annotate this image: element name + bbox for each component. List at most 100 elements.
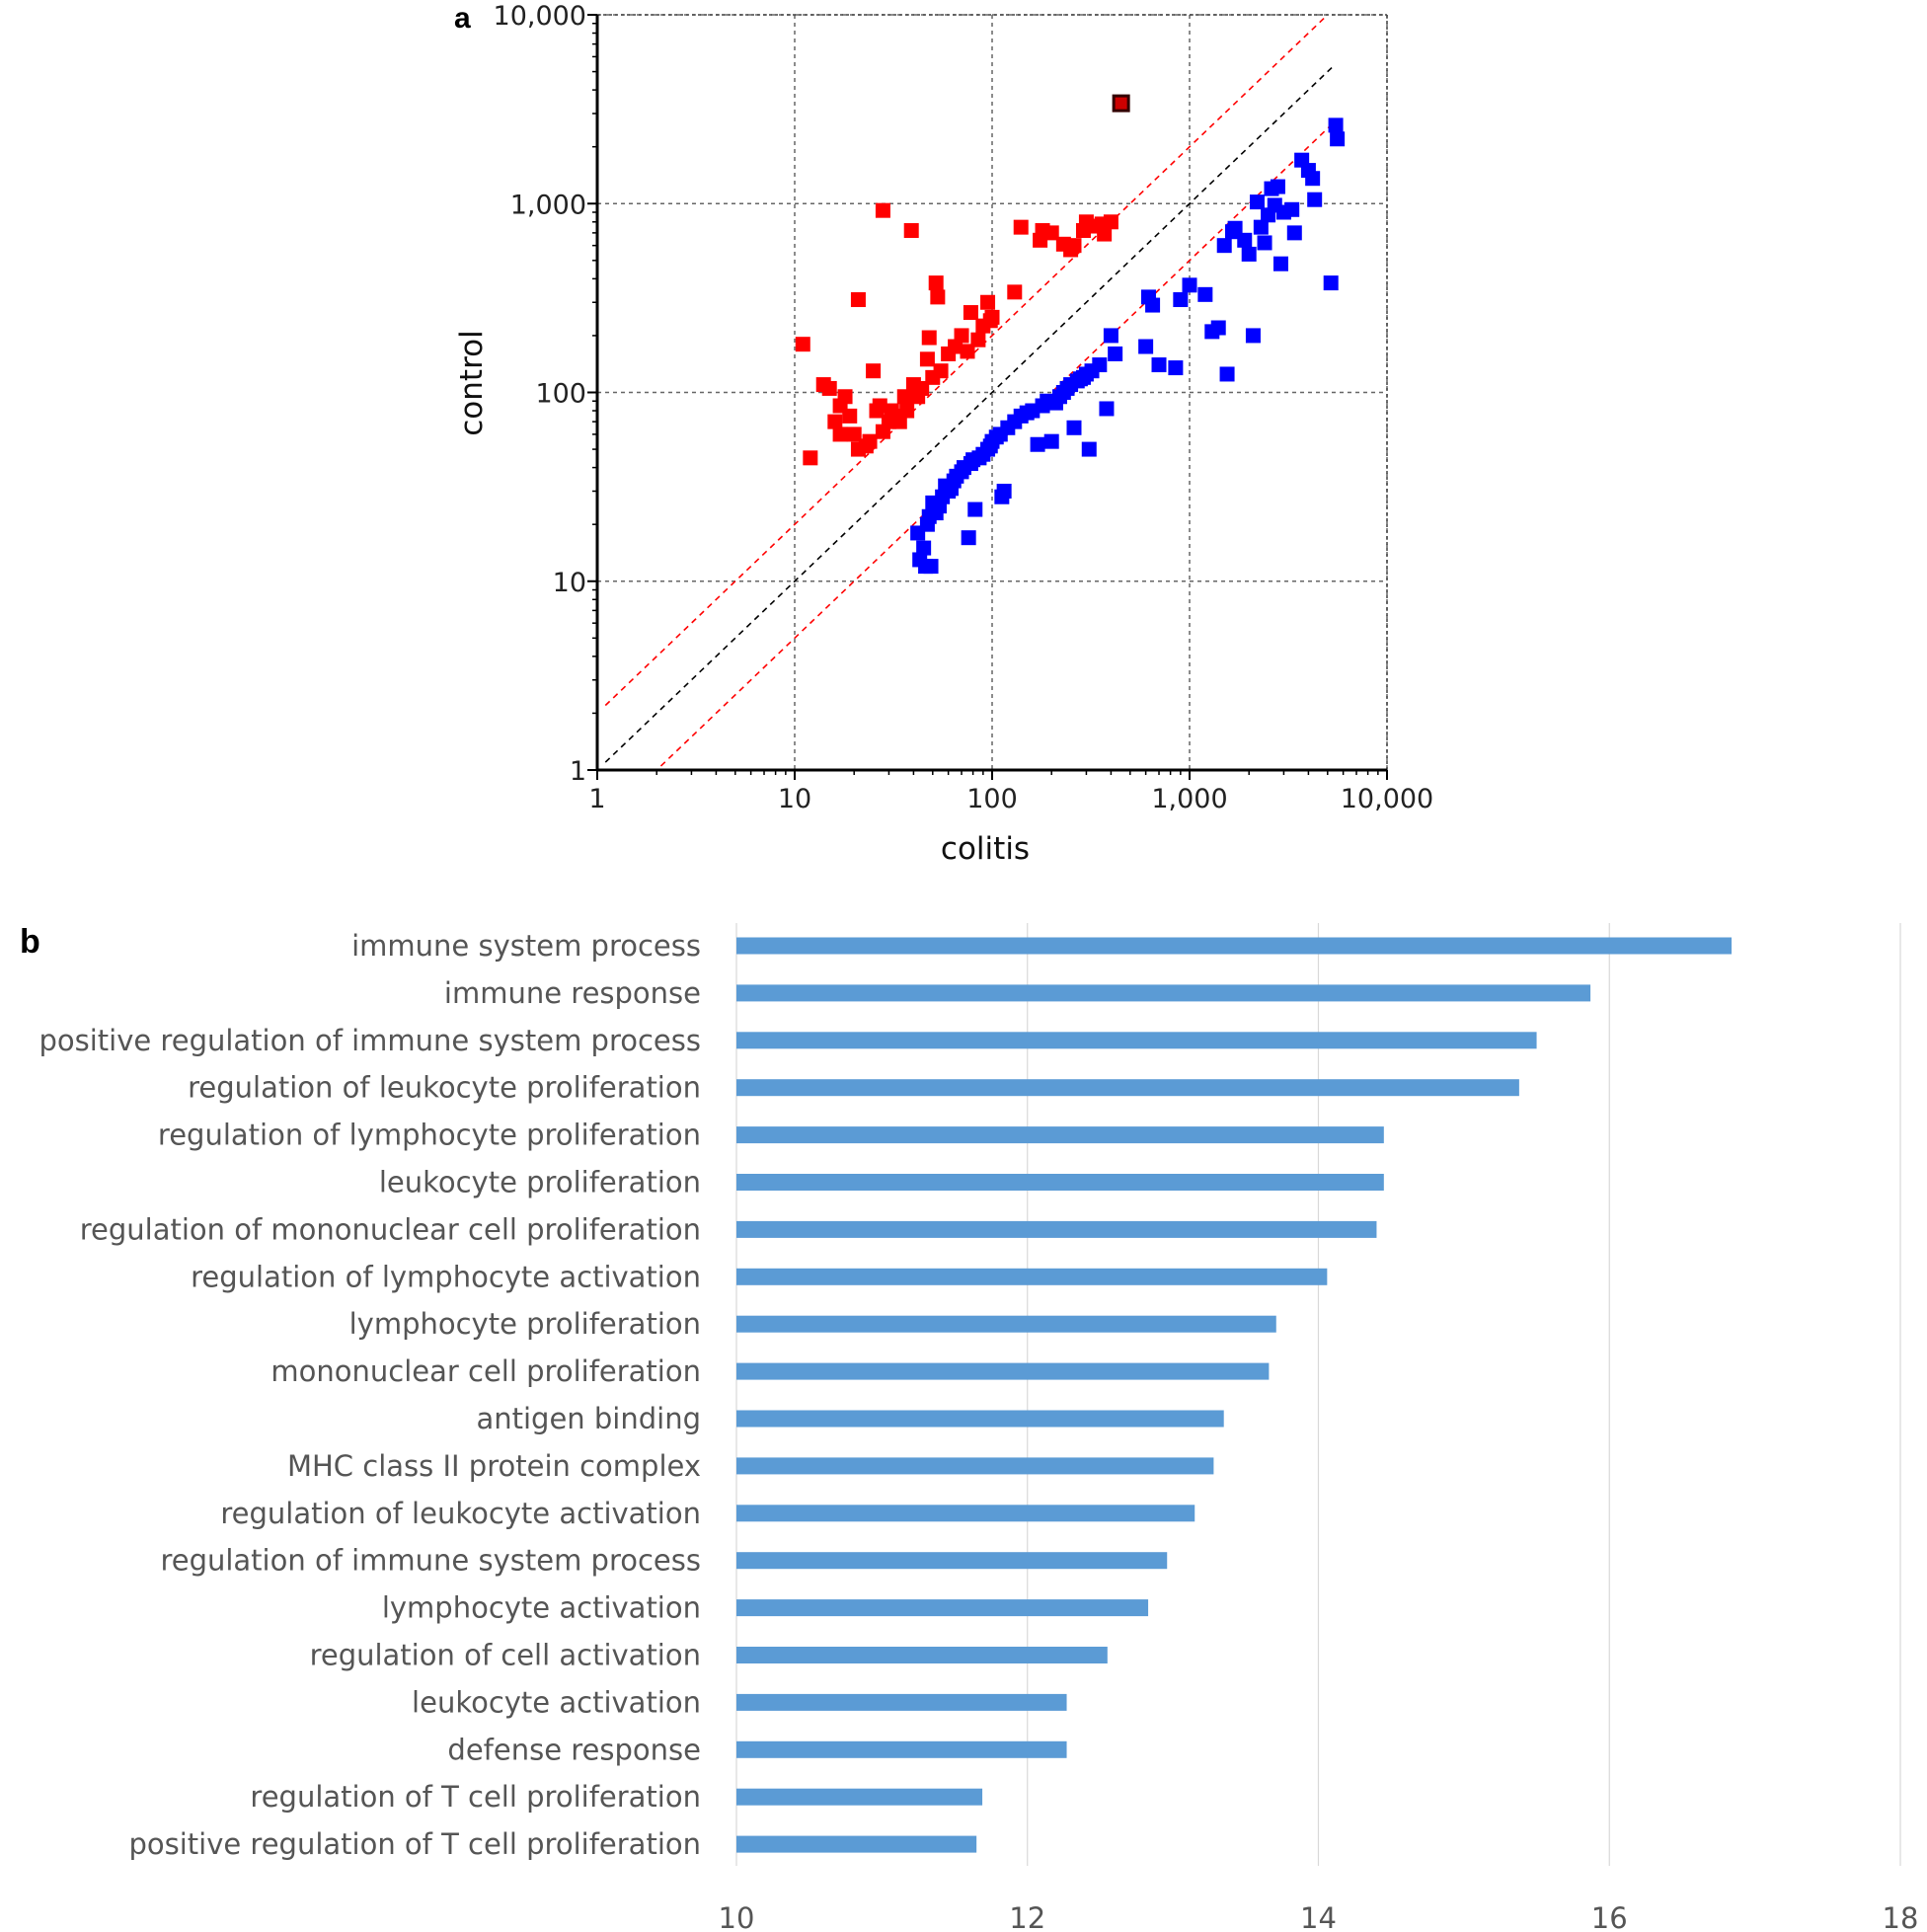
bar xyxy=(736,1647,1108,1663)
scatter-point xyxy=(916,540,932,556)
scatter-point xyxy=(1237,232,1253,248)
bar xyxy=(736,1220,1377,1238)
bar-category-label: MHC class II protein complex xyxy=(287,1449,701,1483)
scatter-point xyxy=(1097,226,1113,242)
scatter-point xyxy=(919,351,935,367)
scatter-point xyxy=(1103,214,1118,230)
scatter-point xyxy=(1092,357,1108,373)
scatter-point xyxy=(984,309,1000,325)
bar xyxy=(736,1599,1149,1617)
scatter-point xyxy=(1286,225,1302,241)
scatter-point xyxy=(963,305,978,321)
scatter-point xyxy=(1007,284,1023,300)
bar-category-label: regulation of leukocyte activation xyxy=(220,1497,701,1530)
scatter-y-tick-label: 100 xyxy=(535,379,586,410)
scatter-point xyxy=(903,223,919,239)
scatter-point xyxy=(1168,360,1184,376)
scatter-x-tick-label: 1,000 xyxy=(1151,784,1227,814)
bar xyxy=(736,1740,1067,1758)
scatter-point xyxy=(862,433,878,449)
scatter-point xyxy=(1227,220,1243,236)
scatter-point xyxy=(954,328,969,344)
scatter-point xyxy=(1043,225,1059,241)
reference-line xyxy=(659,121,1336,767)
scatter-point xyxy=(1013,219,1029,235)
scatter-point xyxy=(1249,194,1265,210)
bar xyxy=(736,1835,977,1853)
scatter-point xyxy=(961,530,976,546)
bar-category-label: regulation of lymphocyte proliferation xyxy=(158,1119,701,1152)
scatter-x-tick-label: 100 xyxy=(966,784,1018,814)
scatter-point xyxy=(1253,219,1269,235)
scatter-point xyxy=(1081,441,1097,457)
scatter-point xyxy=(1219,366,1235,382)
scatter-point xyxy=(1216,238,1232,254)
scatter-y-tick-label: 10 xyxy=(553,568,586,598)
bar-category-label: lymphocyte activation xyxy=(382,1591,701,1625)
scatter-point xyxy=(1323,275,1339,291)
scatter-point xyxy=(1307,192,1323,207)
bar-category-label: leukocyte proliferation xyxy=(379,1166,701,1199)
scatter-point xyxy=(1284,201,1300,217)
bar xyxy=(736,1505,1195,1522)
bar-category-label: regulation of T cell proliferation xyxy=(250,1780,701,1814)
scatter-y-tick-label: 1 xyxy=(570,756,586,787)
bar xyxy=(736,1315,1276,1333)
scatter-point xyxy=(1305,171,1321,187)
bar-category-label: leukocyte activation xyxy=(412,1685,701,1719)
scatter-point xyxy=(980,294,996,310)
scatter-point xyxy=(930,289,946,305)
bar-category-labels: immune system process immune response posi… xyxy=(39,929,701,1861)
bar-x-tick-label: 14 xyxy=(1300,1901,1337,1932)
scatter-point xyxy=(1328,117,1344,133)
scatter-point xyxy=(821,380,837,396)
bar xyxy=(736,1174,1384,1191)
scatter-point xyxy=(1173,292,1189,308)
bar-category-label: lymphocyte proliferation xyxy=(349,1307,701,1341)
scatter-point xyxy=(1099,401,1115,417)
scatter-point xyxy=(1145,297,1161,313)
bar xyxy=(736,1552,1168,1570)
scatter-point xyxy=(850,292,866,308)
scatter-point xyxy=(996,484,1012,500)
scatter-panel: a 1 10 100 1,000 10,000 1 10 100 1,000 10,000 co… xyxy=(454,1,1433,867)
bar-panel: b immune system process immune response po… xyxy=(20,923,1918,1932)
scatter-y-axis-title: control xyxy=(454,330,490,435)
bar-category-label: regulation of leukocyte proliferation xyxy=(188,1071,701,1105)
bar-x-tick-label: 16 xyxy=(1591,1901,1628,1932)
scatter-point xyxy=(1272,256,1288,271)
scatter-point xyxy=(1066,420,1082,435)
scatter-point xyxy=(846,426,862,442)
scatter-x-ticks: 1 10 100 1,000 10,000 xyxy=(588,770,1433,814)
bar-category-label: positive regulation of immune system pro… xyxy=(39,1024,701,1057)
scatter-point xyxy=(866,363,882,379)
scatter-point xyxy=(827,414,843,429)
scatter-y-ticks: 1 10 100 1,000 10,000 xyxy=(494,1,597,787)
scatter-point xyxy=(1112,94,1130,113)
scatter-point xyxy=(1197,286,1213,302)
scatter-point xyxy=(1066,238,1082,254)
scatter-point xyxy=(1030,436,1045,452)
bar-category-label: defense response xyxy=(447,1733,701,1766)
scatter-points xyxy=(795,94,1346,575)
scatter-point xyxy=(872,398,887,414)
scatter-x-axis-title: colitis xyxy=(941,831,1030,867)
bar xyxy=(736,1126,1384,1144)
bar xyxy=(736,1268,1328,1285)
bar-category-label: antigen binding xyxy=(476,1402,701,1435)
panel-letter-a: a xyxy=(454,2,471,35)
scatter-reference-lines xyxy=(604,14,1336,767)
bar-category-label: regulation of mononuclear cell prolifera… xyxy=(80,1212,701,1246)
scatter-point xyxy=(1043,433,1059,449)
bar-category-label: regulation of immune system process xyxy=(160,1544,701,1578)
scatter-x-tick-label: 1 xyxy=(588,784,605,814)
scatter-point xyxy=(933,363,949,379)
scatter-point xyxy=(837,389,853,405)
scatter-point xyxy=(1210,320,1226,336)
scatter-point xyxy=(921,330,937,346)
bar xyxy=(736,1032,1537,1049)
bar xyxy=(736,1693,1067,1711)
scatter-point xyxy=(970,332,986,348)
reference-line xyxy=(604,64,1336,763)
